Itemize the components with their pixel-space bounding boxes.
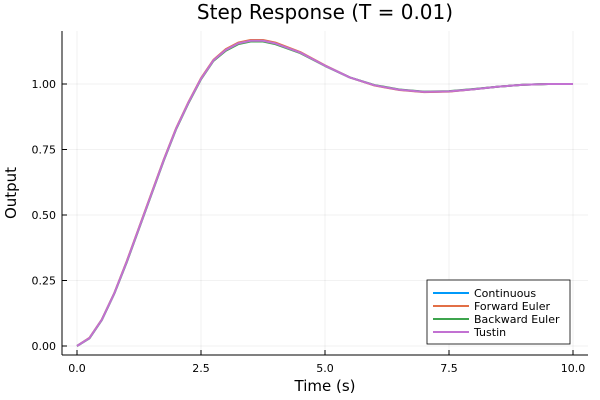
x-tick-label: 0.0 [68, 362, 86, 375]
legend-box [426, 279, 571, 345]
legend-label-backward-euler: Backward Euler [474, 313, 560, 326]
x-tick-label: 10.0 [561, 362, 586, 375]
legend-label-forward-euler: Forward Euler [474, 300, 550, 313]
x-tick-label: 5.0 [316, 362, 334, 375]
y-tick-labels: 0.00 0.25 0.50 0.75 1.00 [32, 78, 57, 353]
y-ticks [62, 83, 67, 347]
series-layer [76, 38, 573, 347]
y-tick-label: 0.50 [32, 209, 57, 222]
legend-label-continuous: Continuous [474, 287, 536, 300]
y-axis-label: Output [2, 167, 20, 219]
x-tick-label: 2.5 [192, 362, 210, 375]
series-line-tustin [76, 39, 573, 347]
y-tick-label: 0.25 [32, 275, 57, 288]
chart-title: Step Response (T = 0.01) [197, 0, 453, 24]
y-tick-label: 0.00 [32, 340, 57, 353]
x-tick-labels: 0.0 2.5 5.0 7.5 10.0 [68, 362, 585, 375]
y-tick-label: 0.75 [32, 144, 57, 157]
y-tick-label: 1.00 [32, 78, 57, 91]
legend-label-tustin: Tustin [473, 326, 506, 339]
x-tick-label: 7.5 [440, 362, 458, 375]
x-ticks [76, 350, 574, 355]
legend: Continuous Forward Euler Backward Euler … [426, 279, 571, 345]
x-axis-label: Time (s) [294, 377, 356, 395]
grid [62, 31, 588, 355]
